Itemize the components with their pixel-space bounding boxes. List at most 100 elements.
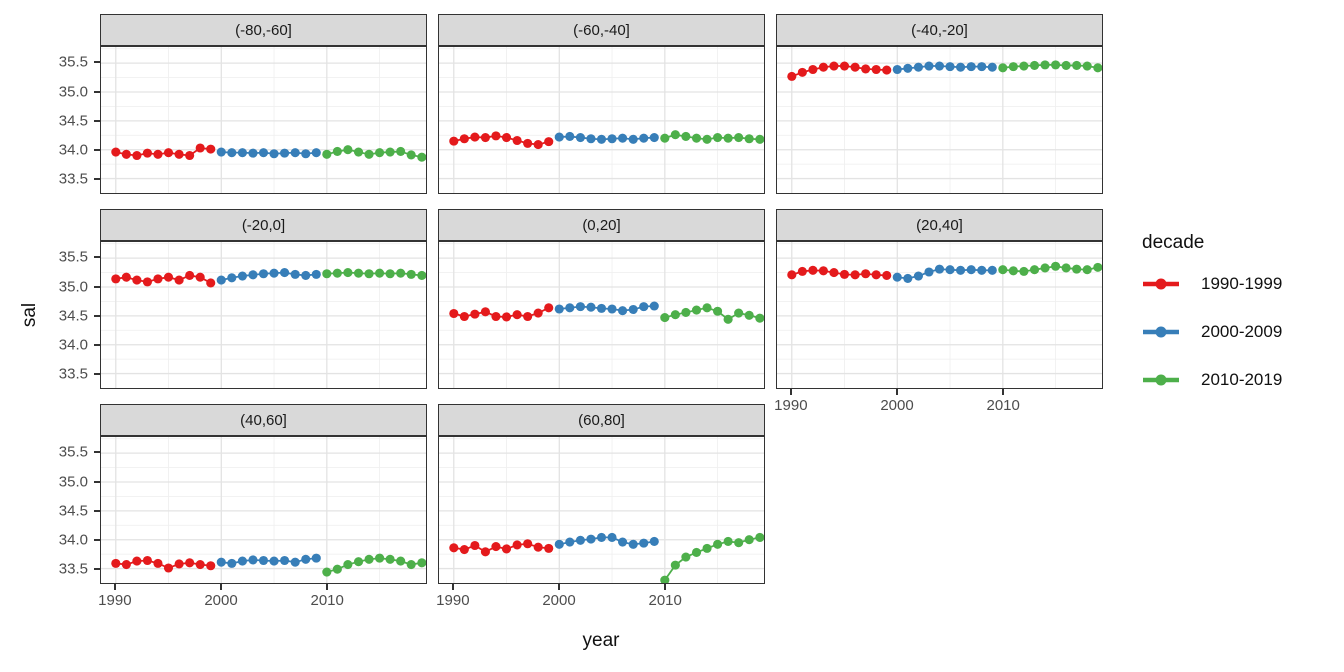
data-point xyxy=(660,133,670,143)
data-point xyxy=(533,308,543,318)
x-axis-tick xyxy=(220,584,223,590)
series-line xyxy=(559,305,655,312)
data-point xyxy=(396,556,406,566)
facet-strip: (-40,-20] xyxy=(776,14,1103,46)
y-axis-tick xyxy=(94,568,100,571)
data-point xyxy=(237,148,248,158)
data-point xyxy=(269,149,279,159)
data-point xyxy=(998,63,1008,73)
facet-strip: (-60,-40] xyxy=(438,14,765,46)
data-point xyxy=(459,134,469,144)
x-axis-tick xyxy=(896,389,899,395)
data-point xyxy=(1061,60,1071,70)
data-point xyxy=(808,265,818,275)
y-tick-label: 33.5 xyxy=(58,170,88,188)
x-axis-title: year xyxy=(582,630,620,651)
y-tick-label: 34.5 xyxy=(58,502,88,520)
data-point xyxy=(744,535,754,545)
data-point xyxy=(132,556,142,566)
data-point xyxy=(364,554,374,564)
legend-items: 1990-1999 2000-2009 2010-2019 xyxy=(1128,274,1338,390)
data-point xyxy=(343,145,353,155)
data-point xyxy=(955,265,966,275)
data-point xyxy=(639,538,649,548)
data-point xyxy=(565,303,575,313)
series-line xyxy=(221,557,317,565)
data-point xyxy=(375,268,385,278)
facet-plot-svg xyxy=(101,242,426,388)
x-tick-label: 1990 xyxy=(774,397,808,414)
series-line xyxy=(221,151,317,155)
data-point xyxy=(523,138,533,148)
y-axis-tick xyxy=(94,61,100,64)
data-point xyxy=(1061,263,1071,273)
facet-plot-svg xyxy=(777,47,1102,193)
data-point xyxy=(977,62,987,72)
data-point xyxy=(1019,61,1029,71)
data-point xyxy=(586,534,596,544)
data-point xyxy=(554,304,564,314)
y-tick-label: 35.0 xyxy=(58,473,88,491)
data-point xyxy=(691,133,702,143)
data-point xyxy=(723,536,733,547)
data-point xyxy=(1040,60,1050,70)
data-point xyxy=(818,266,828,276)
data-point xyxy=(575,535,586,545)
y-tick-label: 33.5 xyxy=(58,365,88,383)
facet-plot-area xyxy=(100,46,427,194)
data-point xyxy=(364,269,374,279)
facet-strip-label: (-60,-40] xyxy=(573,21,630,39)
facet-plot-svg xyxy=(439,242,764,388)
x-tick-label: 1990 xyxy=(98,592,132,609)
data-point xyxy=(913,62,924,72)
data-point xyxy=(670,310,680,320)
series-line xyxy=(791,269,887,277)
data-point xyxy=(311,269,321,279)
data-point xyxy=(195,143,205,153)
data-point xyxy=(375,553,385,563)
facet-strip: (20,40] xyxy=(776,209,1103,241)
data-point xyxy=(903,273,913,283)
data-point xyxy=(237,556,248,566)
data-point xyxy=(924,267,934,277)
data-point xyxy=(913,271,924,281)
data-point xyxy=(670,130,680,140)
data-point xyxy=(839,269,850,279)
facet-plot-svg xyxy=(439,437,764,583)
data-point xyxy=(787,270,797,280)
data-point xyxy=(269,556,279,566)
data-point xyxy=(290,148,300,158)
data-point xyxy=(153,149,163,159)
data-point xyxy=(353,268,364,278)
data-point xyxy=(185,558,195,568)
data-point xyxy=(607,304,617,314)
y-tick-label: 35.5 xyxy=(58,248,88,266)
data-point xyxy=(660,575,670,583)
data-point xyxy=(153,558,163,568)
facet-plot-area xyxy=(776,46,1103,194)
data-point xyxy=(955,62,966,72)
data-point xyxy=(195,272,205,282)
data-point xyxy=(480,133,490,143)
legend-item-label: 1990-1999 xyxy=(1201,274,1283,293)
data-point xyxy=(142,148,152,158)
data-point xyxy=(554,132,564,142)
x-axis-tick xyxy=(326,584,329,590)
data-point xyxy=(977,265,987,275)
data-point xyxy=(290,269,300,279)
series-line xyxy=(1002,265,1099,273)
facet-strip-label: (0,20] xyxy=(582,216,621,234)
data-point xyxy=(586,134,596,144)
data-point xyxy=(691,547,702,557)
data-point xyxy=(892,272,902,282)
series-line xyxy=(453,307,550,318)
data-point xyxy=(596,303,607,313)
data-point xyxy=(111,274,121,284)
facet-strip-label: (40,60] xyxy=(240,411,287,429)
data-point xyxy=(681,131,691,142)
data-point xyxy=(1051,60,1061,70)
data-point xyxy=(713,133,723,143)
y-axis-tick xyxy=(94,149,100,152)
data-point xyxy=(1072,264,1082,274)
data-point xyxy=(501,544,512,554)
